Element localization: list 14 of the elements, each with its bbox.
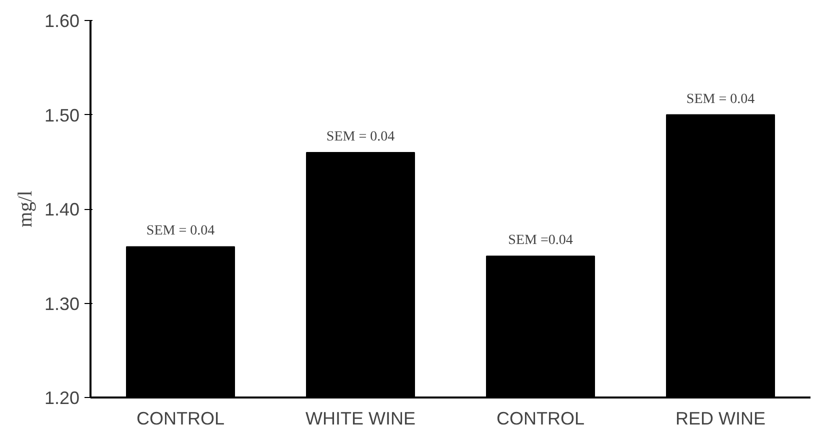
x-tick-label: WHITE WINE bbox=[306, 408, 416, 428]
annotation: SEM = 0.04 bbox=[686, 92, 755, 107]
x-tick-label: RED WINE bbox=[676, 408, 766, 428]
y-tick-label: 1.50 bbox=[44, 105, 80, 126]
annotation: SEM = 0.04 bbox=[326, 129, 395, 144]
x-tick-label: CONTROL bbox=[136, 408, 225, 428]
annotation: SEM = 0.04 bbox=[146, 224, 215, 239]
annotation: SEM =0.04 bbox=[508, 233, 573, 248]
y-tick-label: 1.20 bbox=[44, 388, 80, 408]
y-axis-title: mg/l bbox=[14, 190, 36, 228]
y-tick-label: 1.30 bbox=[44, 294, 80, 314]
y-tick-label: 1.60 bbox=[44, 11, 80, 31]
x-tick-label: CONTROL bbox=[496, 408, 585, 428]
y-tick-label: 1.40 bbox=[44, 200, 80, 220]
